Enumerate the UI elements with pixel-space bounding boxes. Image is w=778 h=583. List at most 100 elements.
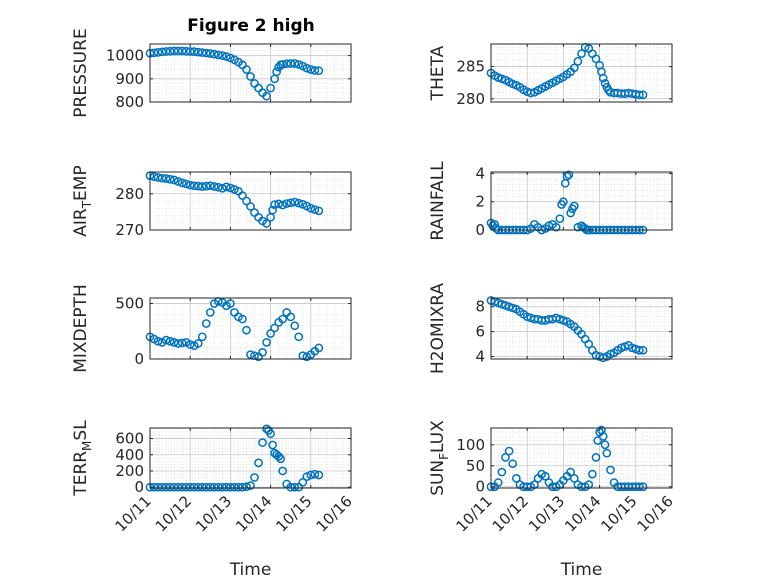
y-tick-label: 0 [475,478,485,496]
data-point [197,182,207,191]
data-point [559,197,568,207]
data-point [226,299,235,308]
data-point [209,49,219,59]
data-point [638,482,648,492]
data-point [226,183,235,193]
x-axis-label: Time [560,560,603,580]
data-point [238,191,247,200]
data-point [242,482,251,492]
data-point [201,482,211,492]
data-point [242,196,251,206]
data-point [569,63,579,73]
data-point [193,47,203,57]
y-tick-label: 1000 [106,47,144,65]
x-tick-label: 10/16 [313,492,356,535]
data-point [504,446,514,456]
y-tick-label: 50 [466,457,485,475]
data-point [246,202,255,211]
figure-title: Figure 2 high [187,16,315,36]
data-point [290,59,300,68]
data-point [286,482,296,492]
axes-frame [149,171,352,231]
x-tick-label: 10/14 [232,492,275,535]
data-point [266,329,275,338]
x-tick-label: 10/11 [453,492,496,535]
data-point [551,222,561,232]
axes-frame [490,43,673,103]
y-axis-label: SUNFLUX [428,420,451,496]
data-point [591,453,601,462]
y-axis-label: H2OMIXRA [428,283,448,374]
data-point [254,458,263,468]
data-point [258,347,267,357]
data-point [268,205,277,215]
data-point [306,65,316,74]
data-point [213,50,223,60]
y-tick-label: 900 [115,70,144,88]
data-point [226,482,235,492]
data-point [205,49,215,58]
data-point [226,53,235,63]
y-tick-label: 800 [115,93,144,111]
data-point [189,181,199,191]
data-point [306,203,316,213]
data-point [298,477,308,487]
x-tick-label: 10/12 [489,492,532,535]
data-point [598,73,608,83]
data-point [278,314,288,324]
data-point [310,205,320,215]
data-point [169,482,179,492]
data-point [161,482,171,492]
data-point [314,206,324,216]
data-point [218,51,227,60]
data-point [242,65,251,74]
data-point [290,197,300,207]
data-point [282,199,292,208]
y-tick-label: 500 [115,295,144,313]
data-point [266,429,275,439]
data-point [222,182,231,192]
data-point [185,340,195,349]
data-point [189,482,199,492]
data-point [193,181,203,191]
data-point [230,482,239,492]
axes-frame [490,427,673,489]
data-point [161,47,171,56]
data-point [197,332,207,342]
data-point [181,179,191,189]
y-tick-label: 280 [456,90,485,108]
data-point [526,88,536,98]
data-point [177,46,187,56]
x-tick-label: 10/16 [634,492,677,535]
data-point [278,60,288,69]
y-tick-label: 0 [475,221,485,239]
subplot-mixdepth: 0 500 MIXDEPTH [71,284,352,373]
data-point [635,482,644,492]
y-axis-label: THETA [428,45,448,101]
data-point [497,467,507,477]
data-point [286,59,296,68]
data-point [250,473,259,482]
data-point [270,323,279,333]
y-tick-label: 6 [475,323,485,341]
x-tick-label: 10/11 [112,492,155,535]
data-point [286,312,296,322]
data-point [177,338,187,348]
data-point [274,452,283,461]
data-point [290,482,300,492]
y-tick-label: 0 [134,350,144,368]
data-point [242,325,251,335]
data-point [278,466,288,476]
y-tick-label: 0 [134,478,144,496]
axes-background [491,172,672,230]
y-tick-label: 280 [115,185,144,203]
data-point [222,52,231,61]
y-tick-label: 8 [475,298,485,316]
data-point [606,465,615,475]
data-point [282,59,292,69]
data-point [205,482,215,492]
axes-frame [490,297,673,360]
